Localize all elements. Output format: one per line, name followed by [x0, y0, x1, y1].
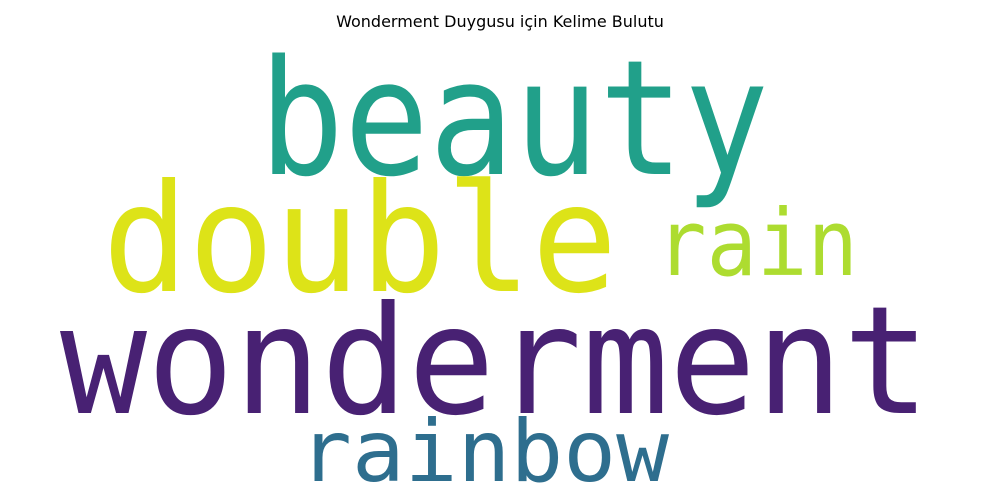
word-double: double	[103, 153, 618, 327]
word-rain: rain	[656, 190, 858, 297]
page-title: Wonderment Duygusu için Kelime Bulutu	[336, 12, 664, 31]
word-wonderment: wonderment	[60, 275, 930, 449]
word-rainbow: rainbow	[299, 402, 669, 500]
word-beauty: beauty	[259, 25, 769, 212]
